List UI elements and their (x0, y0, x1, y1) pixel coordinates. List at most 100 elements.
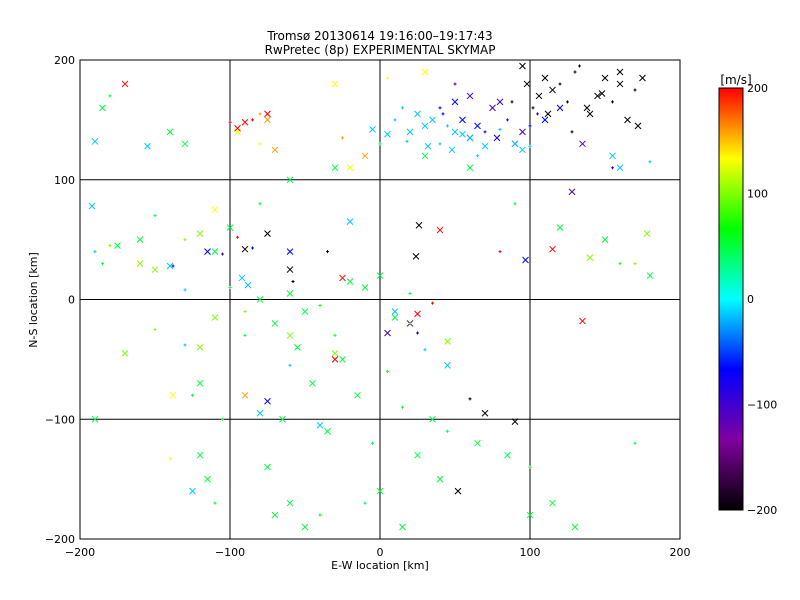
data-point-cross (474, 439, 481, 447)
data-point-cross (331, 80, 339, 88)
data-point-cross (256, 296, 264, 303)
data-point-cross (271, 320, 279, 327)
data-point-plus (291, 280, 295, 284)
plot-frame (79, 59, 681, 540)
data-point-cross (166, 128, 174, 136)
data-point-plus (258, 112, 262, 116)
x-axis-label: E-W location [km] (331, 559, 429, 572)
data-point-plus (191, 393, 194, 397)
data-point-cross (489, 104, 496, 112)
data-point-plus (288, 363, 292, 367)
data-point-cross (361, 284, 369, 291)
data-point-plus (153, 214, 157, 218)
data-point-cross (556, 104, 564, 112)
data-point-cross (91, 415, 99, 423)
data-point-cross (412, 253, 420, 260)
data-point-plus (510, 100, 514, 104)
data-point-cross (151, 266, 159, 273)
data-point-plus (536, 112, 539, 116)
data-point-plus (333, 333, 337, 337)
data-point-cross (301, 308, 309, 315)
data-point-cross (346, 164, 354, 172)
data-point-cross (634, 122, 642, 130)
data-point-cross (616, 164, 624, 172)
colorbar-unit-label: [m/s] (720, 73, 751, 87)
data-point-plus (386, 369, 389, 373)
data-point-cross (264, 230, 271, 237)
data-point-cross (354, 391, 361, 399)
data-point-plus (318, 513, 322, 517)
colorbar-tick-label: 0 (747, 293, 754, 306)
data-point-cross (639, 74, 646, 82)
data-point-plus (228, 120, 232, 124)
data-point-cross (211, 206, 219, 214)
data-point-cross (136, 260, 144, 267)
data-point-plus (528, 124, 532, 128)
data-point-plus (468, 397, 472, 401)
data-point-cross (459, 116, 466, 124)
data-point-cross (204, 248, 211, 255)
data-point-cross (238, 274, 246, 282)
data-point-cross (114, 242, 121, 249)
data-point-cross (549, 86, 556, 94)
data-point-cross (493, 134, 501, 142)
x-axis-ticks: −200 −100 0 100 200 (65, 546, 691, 559)
data-point-cross (616, 68, 624, 76)
data-point-plus (401, 106, 404, 110)
data-point-cross (391, 308, 399, 315)
data-point-plus (648, 160, 652, 164)
data-point-plus (633, 88, 637, 92)
data-point-cross (526, 511, 534, 519)
data-point-plus (221, 252, 224, 256)
data-point-cross (429, 415, 436, 423)
data-point-cross (519, 128, 526, 136)
data-point-plus (408, 292, 412, 296)
data-point-cross (414, 451, 421, 459)
data-point-plus (528, 144, 532, 148)
data-point-cross (211, 314, 219, 321)
data-point-plus (558, 82, 562, 86)
data-point-plus (531, 106, 535, 110)
data-point-plus (498, 250, 502, 254)
data-point-cross (234, 124, 241, 132)
data-point-plus (405, 139, 409, 143)
data-point-cross (594, 92, 601, 100)
y-tick-label: 200 (54, 54, 75, 67)
data-point-plus (236, 235, 239, 239)
x-tick-label: −200 (65, 546, 95, 559)
data-point-plus (476, 154, 479, 158)
data-point-cross (121, 350, 129, 357)
data-point-cross (444, 338, 451, 345)
data-point-plus (570, 130, 574, 134)
chart-subtitle: RwPretec (8p) EXPERIMENTAL SKYMAP (265, 43, 496, 57)
data-point-plus (258, 202, 262, 206)
data-point-cross (88, 202, 96, 210)
data-point-plus (153, 327, 157, 331)
data-point-cross (616, 80, 624, 88)
data-point-plus (168, 457, 172, 461)
data-point-cross (271, 511, 279, 519)
data-point-cross (384, 130, 391, 138)
data-point-plus (171, 264, 175, 268)
data-point-cross (466, 92, 474, 100)
data-point-cross (586, 110, 594, 118)
data-point-cross (579, 317, 586, 325)
data-point-cross (256, 409, 264, 417)
data-point-cross (549, 499, 556, 507)
data-point-plus (453, 82, 457, 86)
colorbar-tick-label: 200 (747, 82, 768, 95)
x-tick-label: 200 (670, 546, 691, 559)
data-point-cross (481, 409, 489, 417)
data-point-cross (264, 463, 271, 471)
data-point-plus (513, 202, 517, 206)
data-point-cross (376, 272, 384, 279)
data-point-cross (189, 487, 196, 495)
grid-lines (80, 60, 680, 539)
data-point-cross (541, 74, 549, 82)
data-point-cross (429, 116, 436, 124)
y-axis-ticks: −200 −100 0 100 200 (45, 54, 75, 546)
data-point-cross (331, 350, 339, 357)
data-point-cross (504, 451, 511, 459)
data-point-plus (183, 288, 187, 292)
